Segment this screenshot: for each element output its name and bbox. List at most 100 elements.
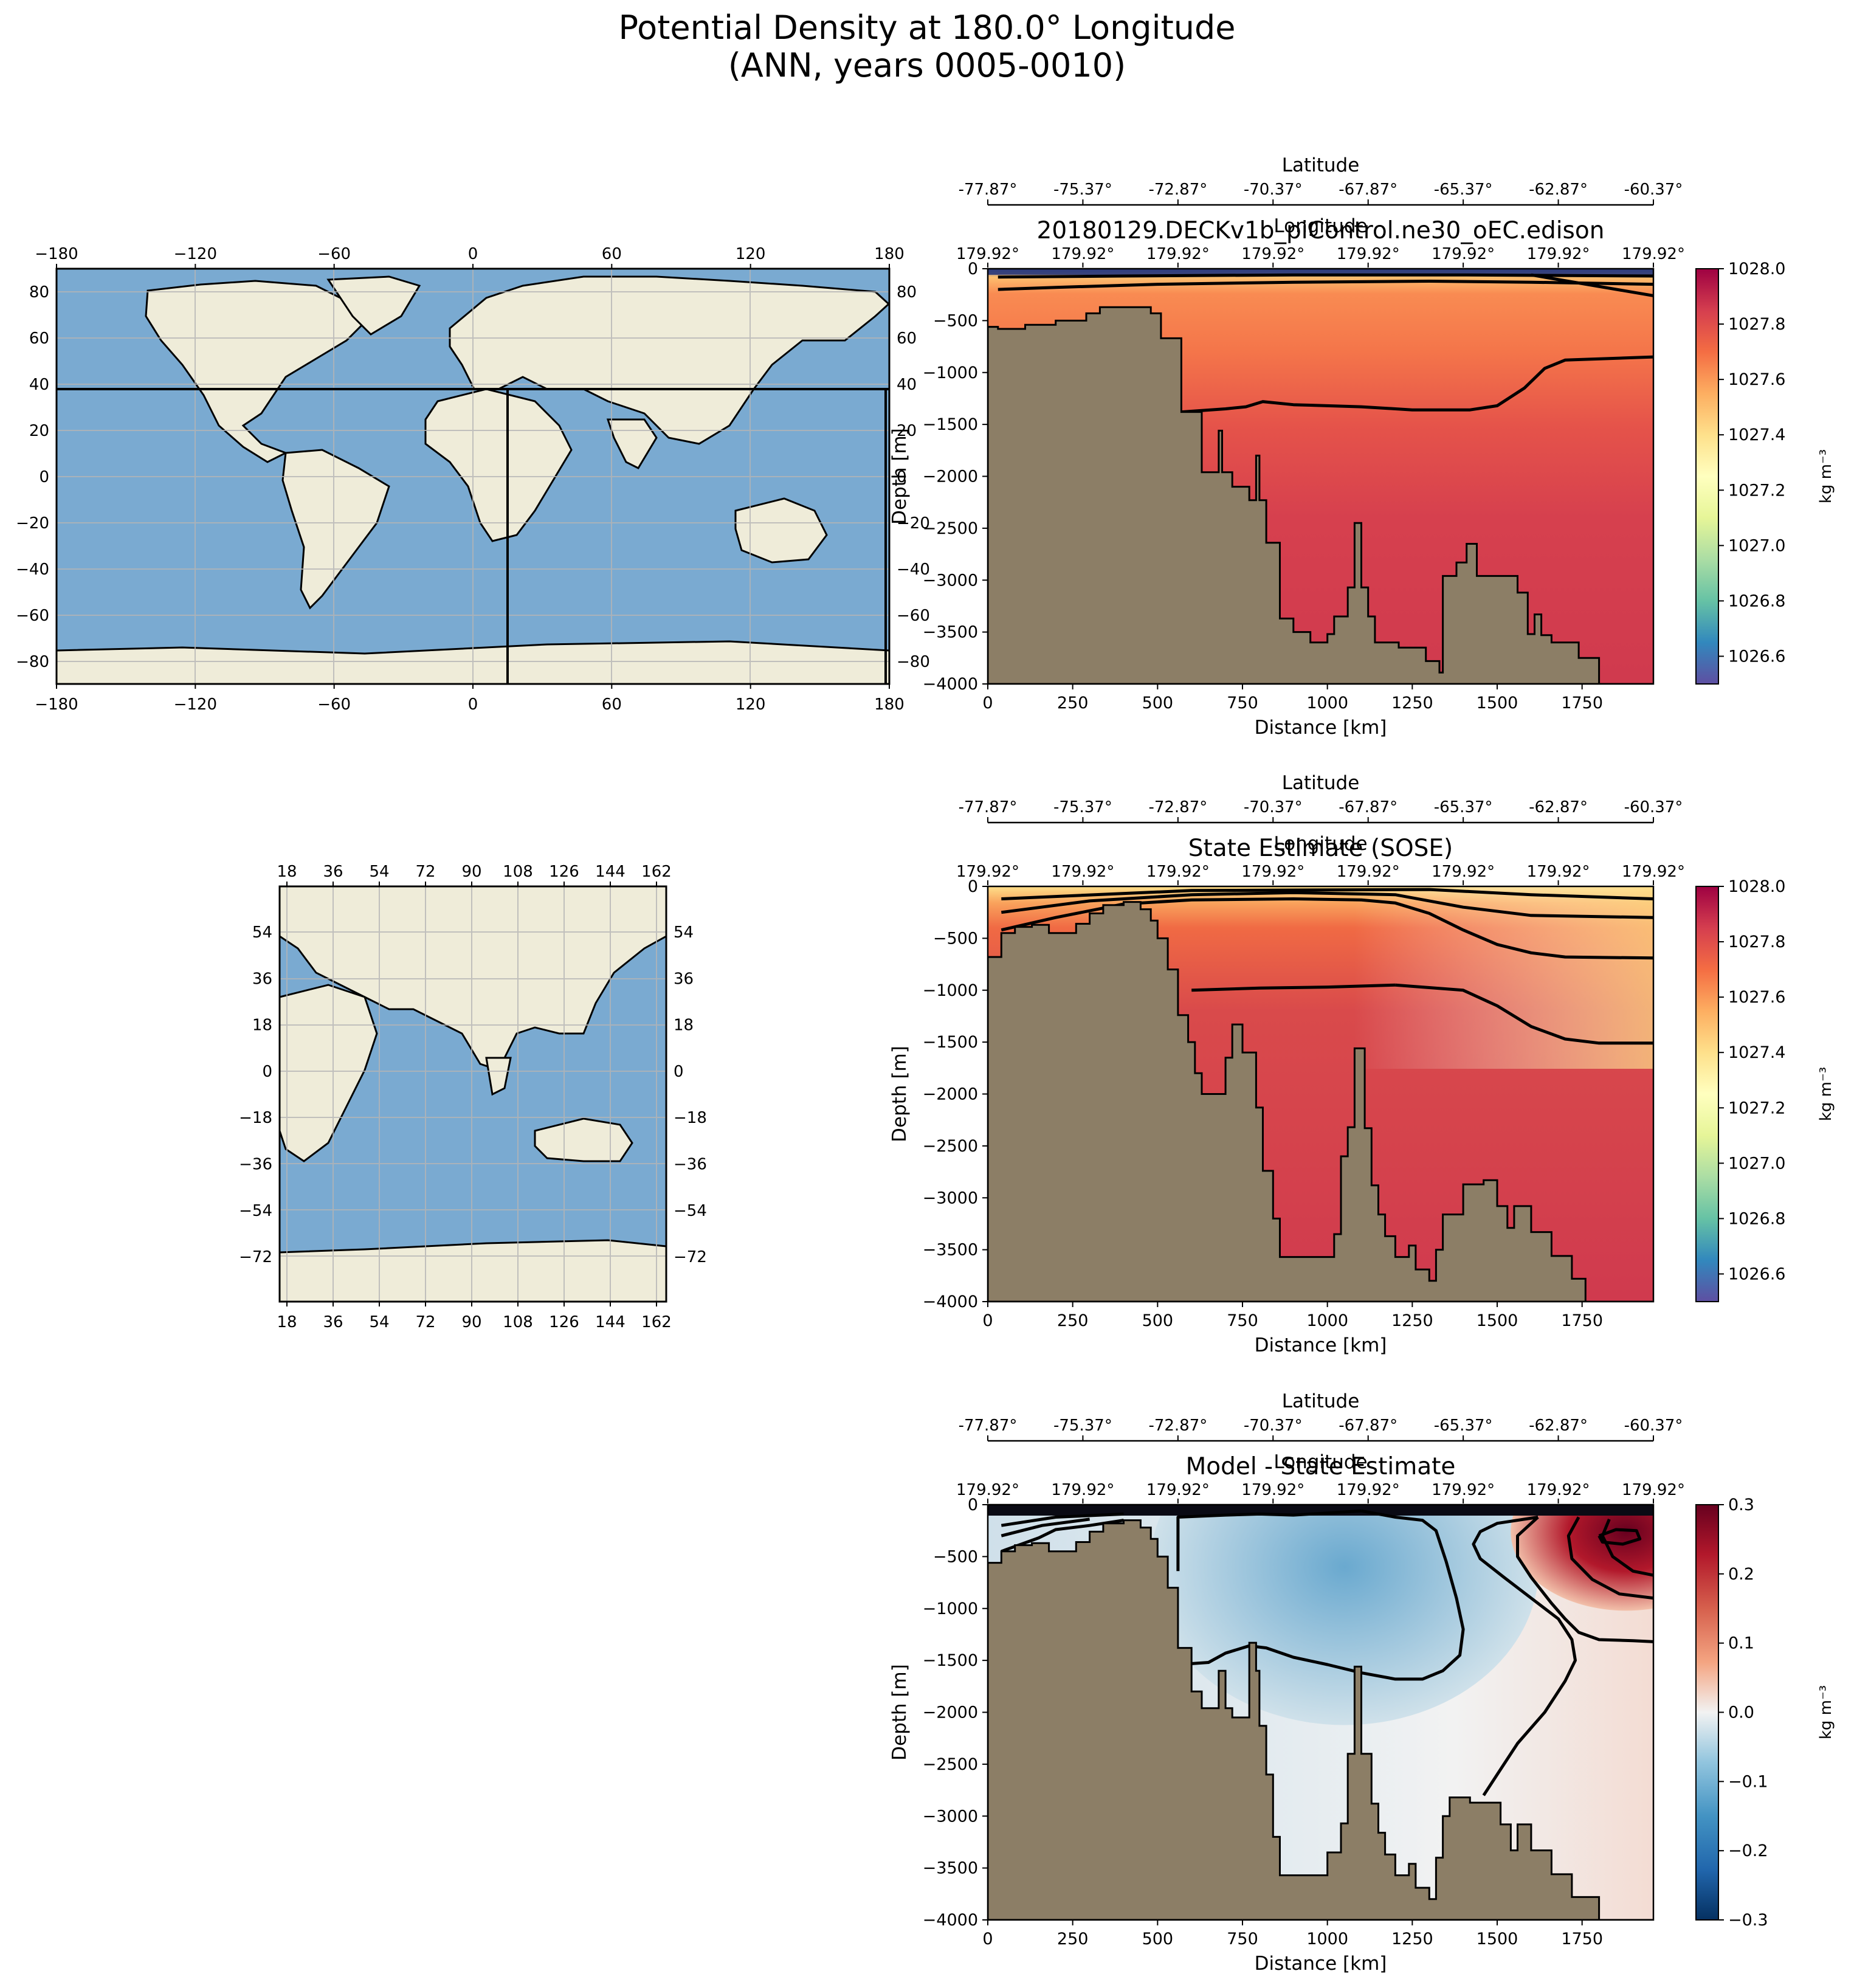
y-tick-label: 0 [968, 877, 978, 896]
map-lon-tick-label: −60 [317, 695, 351, 714]
x-tick-label: 1500 [1477, 694, 1518, 713]
y-tick-label: −2500 [923, 519, 978, 538]
colorbar-tick-label: 1027.0 [1728, 536, 1785, 555]
latitude-tick-label: -65.37° [1434, 181, 1493, 199]
map-lon-tick-label: 126 [549, 1313, 579, 1331]
map-lon-tick-label: 162 [641, 1313, 672, 1331]
colorbar-tick-label: 0.1 [1728, 1634, 1754, 1653]
map-lon-tick-label: −120 [174, 245, 217, 263]
map-lat-tick-label: −72 [239, 1248, 272, 1266]
y-tick-label: −2000 [923, 1703, 978, 1722]
map-lon-tick-label: 60 [602, 245, 622, 263]
section-field [988, 1505, 1653, 1920]
x-tick-label: 0 [982, 1311, 993, 1330]
map-lon-tick-label: 108 [503, 1313, 533, 1331]
y-tick-label: −2500 [923, 1137, 978, 1156]
colorbar-label: kg m⁻³ [1817, 449, 1835, 503]
longitude-axis-label: Longitude [1273, 833, 1367, 855]
x-tick-label: 1500 [1477, 1311, 1518, 1330]
y-tick-label: −4000 [923, 1293, 978, 1311]
colorbar-tick-label: −0.2 [1728, 1841, 1768, 1860]
density-contour [1181, 355, 1653, 414]
map-lon-tick-label: 90 [461, 863, 481, 881]
x-tick-label: 750 [1227, 1930, 1258, 1948]
map-lon-tick-label: 180 [874, 695, 905, 714]
y-tick-label: −1500 [923, 1651, 978, 1670]
density-contour [998, 280, 1653, 291]
map-lat-tick-label: 36 [674, 970, 694, 988]
map-lon-tick-label: 162 [641, 863, 672, 881]
colorbar [1695, 886, 1719, 1302]
longitude-tick-label: 179.92° [1146, 245, 1210, 263]
density-contour [998, 273, 1653, 279]
latitude-tick-label: -75.37° [1053, 1417, 1112, 1435]
map-lon-tick-label: 126 [549, 863, 579, 881]
longitude-tick-label: 179.92° [1051, 245, 1114, 263]
longitude-tick-label: 179.92° [1241, 863, 1304, 881]
longitude-tick-label: 179.92° [1146, 1481, 1210, 1499]
density-contour [1001, 1512, 1124, 1527]
map-lat-tick-label: 54 [674, 923, 694, 942]
section-panel-2: 0 250 500 750 1000 1250 1500 1750 Distance [km] 0… [889, 1390, 1835, 1975]
y-tick-label: −500 [933, 1547, 978, 1566]
y-tick-label: −4000 [923, 1911, 978, 1930]
x-tick-label: 250 [1057, 694, 1089, 713]
density-contour [1001, 891, 1653, 919]
x-tick-label: 1750 [1561, 694, 1603, 713]
x-tick-label: 750 [1227, 694, 1258, 713]
map-lon-tick-label: −180 [35, 695, 78, 714]
map-frame [278, 885, 667, 1303]
section-panel-0: 0 250 500 750 1000 1250 1500 1750 Distance [km] 0… [889, 154, 1835, 739]
colorbar-label: kg m⁻³ [1817, 1067, 1835, 1121]
map-lat-tick-label: −80 [16, 653, 49, 671]
colorbar-tick-label: 1026.6 [1728, 1265, 1785, 1283]
map-lat-tick-label: 60 [897, 330, 917, 348]
longitude-tick-label: 179.92° [1241, 245, 1304, 263]
x-tick-label: 250 [1057, 1311, 1089, 1330]
x-tick-label: 1750 [1561, 1930, 1603, 1948]
longitude-tick-label: 179.92° [1432, 245, 1495, 263]
longitude-tick-label: 179.92° [956, 863, 1019, 881]
x-axis-label: Distance [km] [1255, 1953, 1387, 1975]
latitude-tick-label: -60.37° [1624, 181, 1683, 199]
map-lat-tick-label: 18 [674, 1016, 694, 1035]
map-lat-tick-label: 40 [897, 376, 917, 394]
x-tick-label: 1750 [1561, 1311, 1603, 1330]
map-lon-tick-label: 54 [369, 1313, 389, 1331]
latitude-tick-label: -70.37° [1244, 181, 1303, 199]
map-tick-labels: −180−180−120−120−60−60006060120120180180… [16, 245, 930, 1331]
x-tick-label: 1250 [1391, 1311, 1433, 1330]
latitude-tick-label: -65.37° [1434, 798, 1493, 816]
latitude-tick-label: -75.37° [1053, 798, 1112, 816]
map-lon-tick-label: 0 [468, 695, 478, 714]
latitude-tick-label: -65.37° [1434, 1417, 1493, 1435]
global-map [55, 267, 891, 685]
latitude-tick-label: -77.87° [959, 1417, 1018, 1435]
colorbar-label: kg m⁻³ [1817, 1685, 1835, 1739]
longitude-tick-label: 179.92° [1337, 245, 1400, 263]
longitude-tick-label: 179.92° [1622, 863, 1685, 881]
map-lon-tick-label: 36 [323, 863, 343, 881]
density-contour [1566, 1516, 1653, 1600]
colorbar-tick-label: 0.3 [1728, 1496, 1754, 1514]
latitude-axis-label: Latitude [1282, 1390, 1360, 1412]
longitude-tick-label: 179.92° [1432, 1481, 1495, 1499]
density-contour [1472, 1516, 1577, 1796]
density-contour [1001, 1517, 1090, 1538]
x-tick-label: 1000 [1306, 1311, 1348, 1330]
map-lat-tick-label: −20 [897, 514, 930, 533]
colorbar-tick-label: 1026.8 [1728, 592, 1785, 610]
map-lat-tick-label: −40 [897, 561, 930, 579]
colorbar-tick-label: 1027.8 [1728, 933, 1785, 951]
x-tick-label: 750 [1227, 1311, 1258, 1330]
density-contour [1531, 273, 1653, 297]
latitude-tick-label: -75.37° [1053, 181, 1112, 199]
density-contour [1191, 983, 1396, 992]
panel-title: Model - State Estimate [1186, 1453, 1456, 1480]
colorbar-tick-label: 1027.8 [1728, 315, 1785, 334]
longitude-tick-label: 179.92° [1051, 1481, 1114, 1499]
longitude-tick-label: 179.92° [1051, 863, 1114, 881]
longitude-tick-label: 179.92° [1241, 1481, 1304, 1499]
colorbar-tick-label: 1027.6 [1728, 988, 1785, 1007]
